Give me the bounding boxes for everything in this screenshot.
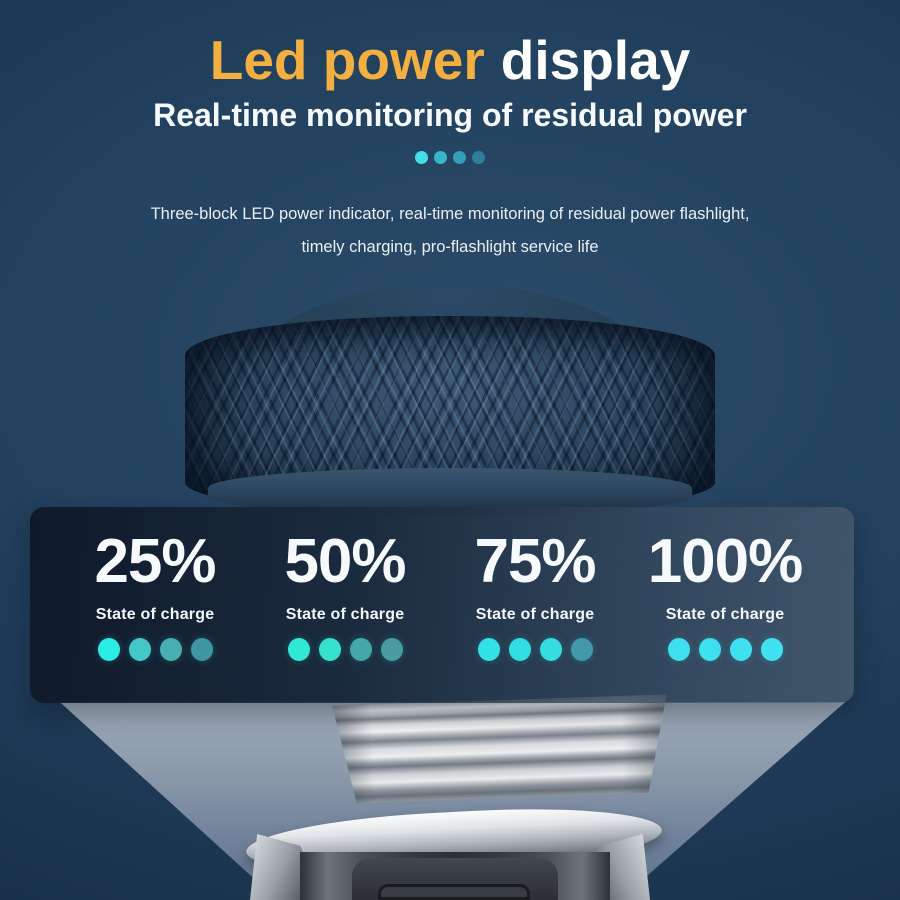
progress-dots [0, 151, 900, 164]
charge-dot-icon [128, 638, 151, 661]
charge-dot-icon [190, 638, 213, 661]
title-rest-text: display [500, 29, 691, 91]
description-line-1: Three-block LED power indicator, real-ti… [150, 205, 750, 223]
flashlight-switch-button [378, 884, 530, 900]
page-title: Led power display [0, 28, 900, 92]
charge-state-label: State of charge [475, 606, 595, 623]
charge-state-label: State of charge [285, 606, 405, 623]
charge-dot-icon [97, 638, 120, 661]
charge-percent: 25% [94, 527, 216, 596]
charge-dots-row [97, 638, 213, 661]
charge-state-label: State of charge [665, 606, 785, 623]
progress-dot-icon [434, 151, 447, 164]
title-accent-text: Led power [209, 29, 485, 91]
charge-dot-icon [287, 638, 310, 661]
progress-dot-icon [453, 151, 466, 164]
charge-state-50: 50% State of charge [250, 507, 440, 703]
charge-percent: 50% [284, 527, 406, 596]
charge-state-25: 25% State of charge [60, 507, 250, 703]
charge-state-100: 100% State of charge [630, 507, 820, 703]
charge-panel: 25% State of charge 50% State of charge … [30, 507, 854, 703]
charge-dot-icon [539, 638, 562, 661]
charge-dots-row [667, 638, 783, 661]
description-line-2: timely charging, pro-flashlight service … [301, 238, 599, 256]
charge-state-label: State of charge [95, 606, 215, 623]
progress-dot-icon [415, 151, 428, 164]
charge-dot-icon [667, 638, 690, 661]
charge-dot-icon [508, 638, 531, 661]
charge-dot-icon [159, 638, 182, 661]
charge-dot-icon [760, 638, 783, 661]
charge-dot-icon [570, 638, 593, 661]
description: Three-block LED power indicator, real-ti… [0, 198, 900, 264]
flashlight-body-rings [321, 694, 680, 804]
charge-percent: 75% [474, 527, 596, 596]
charge-dot-icon [349, 638, 372, 661]
progress-dot-icon [472, 151, 485, 164]
charge-dot-icon [380, 638, 403, 661]
charge-dots-row [287, 638, 403, 661]
charge-dot-icon [318, 638, 341, 661]
subtitle: Real-time monitoring of residual power [153, 97, 747, 133]
charge-percent: 100% [647, 527, 804, 596]
charge-state-75: 75% State of charge [440, 507, 630, 703]
charge-dots-row [477, 638, 593, 661]
charge-dot-icon [477, 638, 500, 661]
charge-dot-icon [698, 638, 721, 661]
charge-dot-icon [729, 638, 752, 661]
